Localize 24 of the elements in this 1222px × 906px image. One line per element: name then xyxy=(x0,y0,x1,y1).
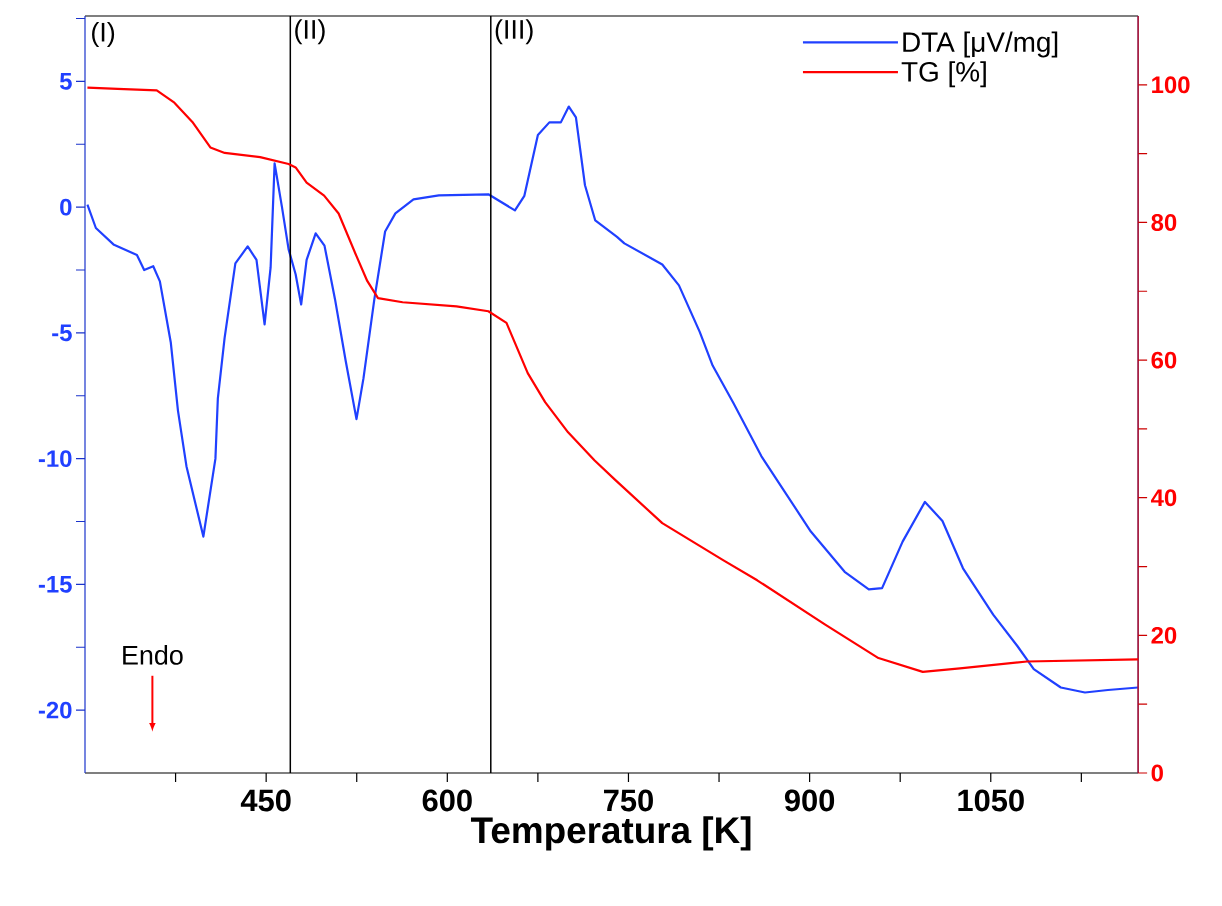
y-tick-label: 5 xyxy=(59,73,72,90)
x-tick-label: 1050 xyxy=(958,789,1024,812)
y2-tick-label: 40 xyxy=(1150,489,1177,507)
y2-tick-label: 20 xyxy=(1151,626,1177,644)
ref-line-label: (III) xyxy=(495,19,533,45)
ref-line-label: (II) xyxy=(295,19,325,45)
x-tick-label: 900 xyxy=(784,789,835,812)
annotation: (I) xyxy=(92,21,115,48)
y2-tick-label: 60 xyxy=(1151,351,1177,369)
y-tick-label: -20 xyxy=(38,701,72,719)
y-tick-label: -5 xyxy=(52,324,72,342)
x-tick-label: 600 xyxy=(422,789,472,812)
y2-tick-label: 0 xyxy=(1151,764,1163,782)
x-tick-label: 450 xyxy=(240,789,291,812)
y-tick-label: -10 xyxy=(38,450,72,468)
y-tick-label: -15 xyxy=(38,576,72,593)
x-axis-title: Temperatura [K] xyxy=(470,816,751,851)
legend-label: TG [%] xyxy=(901,61,986,88)
legend-label: DTA [μV/mg] xyxy=(903,31,1058,58)
y2-tick-label: 80 xyxy=(1151,213,1177,231)
y-tick-label: 0 xyxy=(60,198,72,216)
y2-tick-label: 100 xyxy=(1152,76,1190,94)
annotation: Endo xyxy=(123,645,183,665)
x-tick-label: 750 xyxy=(604,789,653,812)
